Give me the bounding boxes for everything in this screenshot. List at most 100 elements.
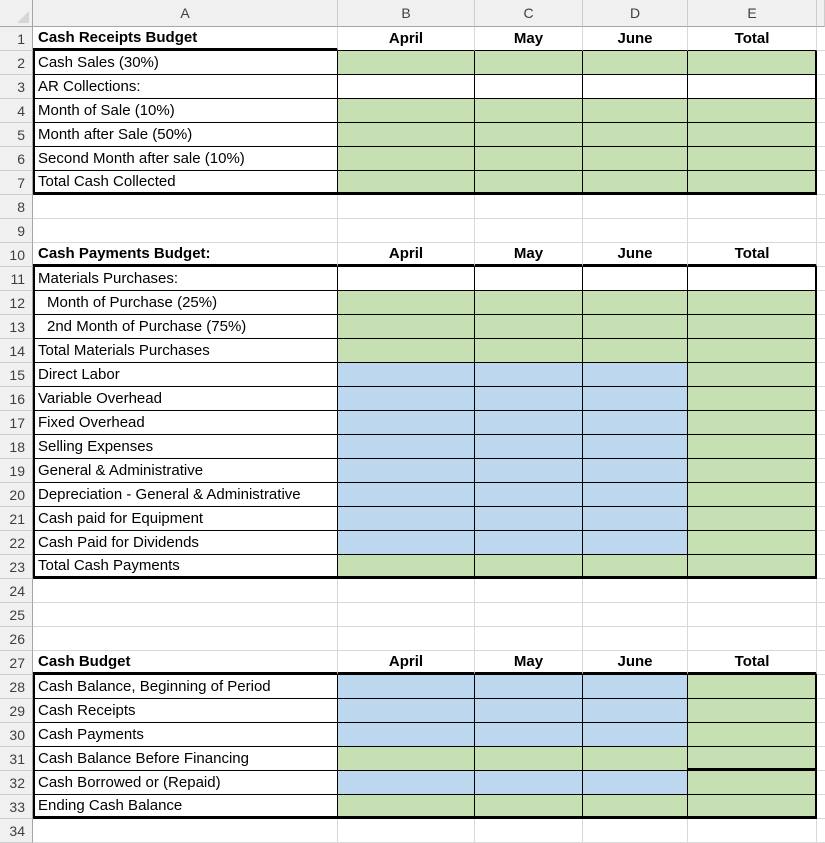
col-header-B[interactable]: B — [338, 0, 475, 27]
cell-E7[interactable] — [688, 171, 817, 195]
col-header-E[interactable]: E — [688, 0, 817, 27]
cell-E3[interactable] — [688, 75, 817, 99]
cell-B7[interactable] — [338, 171, 475, 195]
cell-A24[interactable] — [33, 579, 338, 603]
row-header-16[interactable]: 16 — [0, 387, 33, 411]
row-label-A20[interactable]: Depreciation - General & Administrative — [33, 483, 338, 507]
cell-D29[interactable] — [583, 699, 688, 723]
row-header-24[interactable]: 24 — [0, 579, 33, 603]
cell-partial-12[interactable] — [817, 291, 825, 315]
cell-C29[interactable] — [475, 699, 583, 723]
cell-partial-34[interactable] — [817, 819, 825, 843]
cell-partial-15[interactable] — [817, 363, 825, 387]
col-header-partial[interactable] — [817, 0, 825, 27]
cell-E5[interactable] — [688, 123, 817, 147]
cell-D4[interactable] — [583, 99, 688, 123]
cell-C2[interactable] — [475, 51, 583, 75]
cell-C7[interactable] — [475, 171, 583, 195]
row-label-A3[interactable]: AR Collections: — [33, 75, 338, 99]
cell-C21[interactable] — [475, 507, 583, 531]
row-header-30[interactable]: 30 — [0, 723, 33, 747]
cell-E18[interactable] — [688, 435, 817, 459]
cell-partial-11[interactable] — [817, 267, 825, 291]
row-header-32[interactable]: 32 — [0, 771, 33, 795]
cell-E9[interactable] — [688, 219, 817, 243]
cell-E14[interactable] — [688, 339, 817, 363]
cell-B34[interactable] — [338, 819, 475, 843]
row-label-A17[interactable]: Fixed Overhead — [33, 411, 338, 435]
cell-B31[interactable] — [338, 747, 475, 771]
cell-partial-1[interactable] — [817, 27, 825, 51]
row-header-18[interactable]: 18 — [0, 435, 33, 459]
row-label-A12[interactable]: Month of Purchase (25%) — [33, 291, 338, 315]
cell-partial-14[interactable] — [817, 339, 825, 363]
row-label-A30[interactable]: Cash Payments — [33, 723, 338, 747]
cell-E2[interactable] — [688, 51, 817, 75]
cell-C14[interactable] — [475, 339, 583, 363]
cell-partial-30[interactable] — [817, 723, 825, 747]
cell-D8[interactable] — [583, 195, 688, 219]
cell-E11[interactable] — [688, 267, 817, 291]
cell-C8[interactable] — [475, 195, 583, 219]
cell-B29[interactable] — [338, 699, 475, 723]
cell-C20[interactable] — [475, 483, 583, 507]
row-header-23[interactable]: 23 — [0, 555, 33, 579]
row-header-7[interactable]: 7 — [0, 171, 33, 195]
cell-B21[interactable] — [338, 507, 475, 531]
row-header-6[interactable]: 6 — [0, 147, 33, 171]
cell-partial-19[interactable] — [817, 459, 825, 483]
row-label-A28[interactable]: Cash Balance, Beginning of Period — [33, 675, 338, 699]
cell-E17[interactable] — [688, 411, 817, 435]
row-label-A32[interactable]: Cash Borrowed or (Repaid) — [33, 771, 338, 795]
row-label-A22[interactable]: Cash Paid for Dividends — [33, 531, 338, 555]
cell-E26[interactable] — [688, 627, 817, 651]
row-label-A7[interactable]: Total Cash Collected — [33, 171, 338, 195]
row-header-13[interactable]: 13 — [0, 315, 33, 339]
cell-partial-10[interactable] — [817, 243, 825, 267]
cell-E6[interactable] — [688, 147, 817, 171]
cell-C19[interactable] — [475, 459, 583, 483]
cell-E20[interactable] — [688, 483, 817, 507]
cell-partial-20[interactable] — [817, 483, 825, 507]
cell-C15[interactable] — [475, 363, 583, 387]
cell-C34[interactable] — [475, 819, 583, 843]
section-title-A1[interactable]: Cash Receipts Budget — [33, 27, 338, 51]
cell-B12[interactable] — [338, 291, 475, 315]
cell-partial-13[interactable] — [817, 315, 825, 339]
cell-B17[interactable] — [338, 411, 475, 435]
cell-B11[interactable] — [338, 267, 475, 291]
row-header-17[interactable]: 17 — [0, 411, 33, 435]
cell-C31[interactable] — [475, 747, 583, 771]
cell-C17[interactable] — [475, 411, 583, 435]
cell-partial-9[interactable] — [817, 219, 825, 243]
cell-partial-4[interactable] — [817, 99, 825, 123]
cell-E33[interactable] — [688, 795, 817, 819]
cell-B3[interactable] — [338, 75, 475, 99]
cell-A26[interactable] — [33, 627, 338, 651]
cell-D19[interactable] — [583, 459, 688, 483]
cell-partial-21[interactable] — [817, 507, 825, 531]
cell-D33[interactable] — [583, 795, 688, 819]
cell-D15[interactable] — [583, 363, 688, 387]
row-header-12[interactable]: 12 — [0, 291, 33, 315]
cell-B5[interactable] — [338, 123, 475, 147]
row-header-3[interactable]: 3 — [0, 75, 33, 99]
row-header-5[interactable]: 5 — [0, 123, 33, 147]
cell-B8[interactable] — [338, 195, 475, 219]
cell-B20[interactable] — [338, 483, 475, 507]
cell-D12[interactable] — [583, 291, 688, 315]
cell-partial-5[interactable] — [817, 123, 825, 147]
cell-E30[interactable] — [688, 723, 817, 747]
cell-partial-6[interactable] — [817, 147, 825, 171]
row-header-19[interactable]: 19 — [0, 459, 33, 483]
cell-E8[interactable] — [688, 195, 817, 219]
month-header-E10[interactable]: Total — [688, 243, 817, 267]
cell-B33[interactable] — [338, 795, 475, 819]
row-label-A21[interactable]: Cash paid for Equipment — [33, 507, 338, 531]
cell-partial-16[interactable] — [817, 387, 825, 411]
cell-E22[interactable] — [688, 531, 817, 555]
cell-E12[interactable] — [688, 291, 817, 315]
cell-E15[interactable] — [688, 363, 817, 387]
cell-C4[interactable] — [475, 99, 583, 123]
row-header-33[interactable]: 33 — [0, 795, 33, 819]
